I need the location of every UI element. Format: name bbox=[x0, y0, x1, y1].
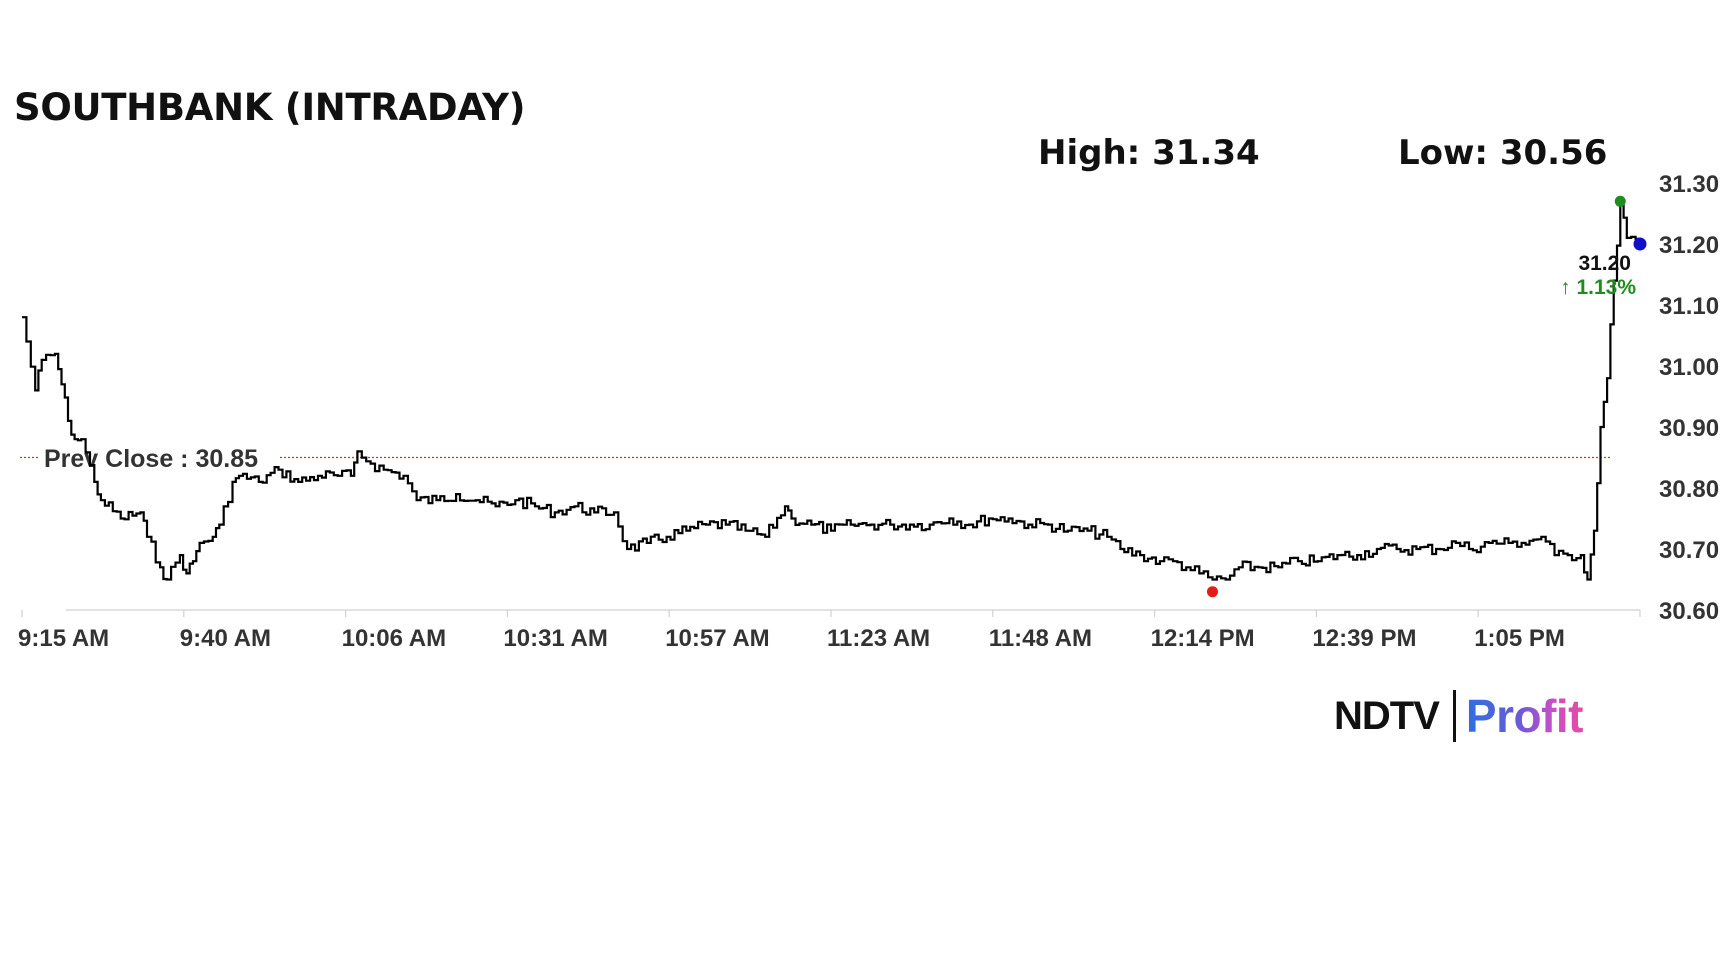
x-tick-label: 12:39 PM bbox=[1312, 625, 1416, 652]
axis-group: 9:15 AM 9:40 AM 10:06 AM 10:31 AM 10:57 AM 11… bbox=[18, 171, 1719, 652]
x-tick-label: 11:48 AM bbox=[989, 625, 1092, 652]
price-line bbox=[22, 200, 1642, 581]
logo-profit-text: Profit bbox=[1465, 690, 1584, 742]
low-value: Low: 30.56 bbox=[1398, 133, 1608, 173]
logo-ndtv-text: NDTV bbox=[1334, 693, 1440, 738]
high-value: High: 31.34 bbox=[1038, 133, 1260, 173]
y-tick-label: 30.60 bbox=[1659, 598, 1719, 625]
price-line-group bbox=[22, 195, 1647, 598]
last-price-marker bbox=[1633, 237, 1647, 251]
y-tick-label: 31.30 bbox=[1659, 171, 1719, 198]
prev-close-label-bg bbox=[38, 441, 278, 473]
y-tick-label: 31.00 bbox=[1659, 354, 1719, 381]
x-tick-label: 11:23 AM bbox=[827, 625, 930, 652]
y-tick-label: 30.80 bbox=[1659, 476, 1719, 503]
high-marker bbox=[1614, 195, 1626, 207]
x-tick-label: 9:40 AM bbox=[180, 625, 271, 652]
x-tick-label: 1:05 PM bbox=[1474, 625, 1565, 652]
y-tick-label: 30.70 bbox=[1659, 537, 1719, 564]
y-tick-label: 31.20 bbox=[1659, 232, 1719, 259]
x-tick-label: 10:31 AM bbox=[503, 625, 607, 652]
x-tick-label: 10:57 AM bbox=[665, 625, 769, 652]
x-tick-label: 12:14 PM bbox=[1151, 625, 1255, 652]
low-marker bbox=[1206, 586, 1218, 598]
change-percent-label: ↑ 1.13% bbox=[1560, 276, 1636, 299]
ndtv-profit-logo: NDTV Profit bbox=[1334, 688, 1584, 744]
x-tick-label: 10:06 AM bbox=[342, 625, 446, 652]
y-tick-label: 31.10 bbox=[1659, 293, 1719, 320]
x-tick-label: 9:15 AM bbox=[18, 625, 109, 652]
y-tick-label: 30.90 bbox=[1659, 415, 1719, 442]
prev-close-label: Prev Close : 30.85 bbox=[44, 445, 258, 473]
last-price-label: 31.20 bbox=[1578, 252, 1631, 275]
chart-title: SOUTHBANK (INTRADAY) bbox=[14, 86, 526, 129]
logo-divider bbox=[1452, 690, 1456, 742]
